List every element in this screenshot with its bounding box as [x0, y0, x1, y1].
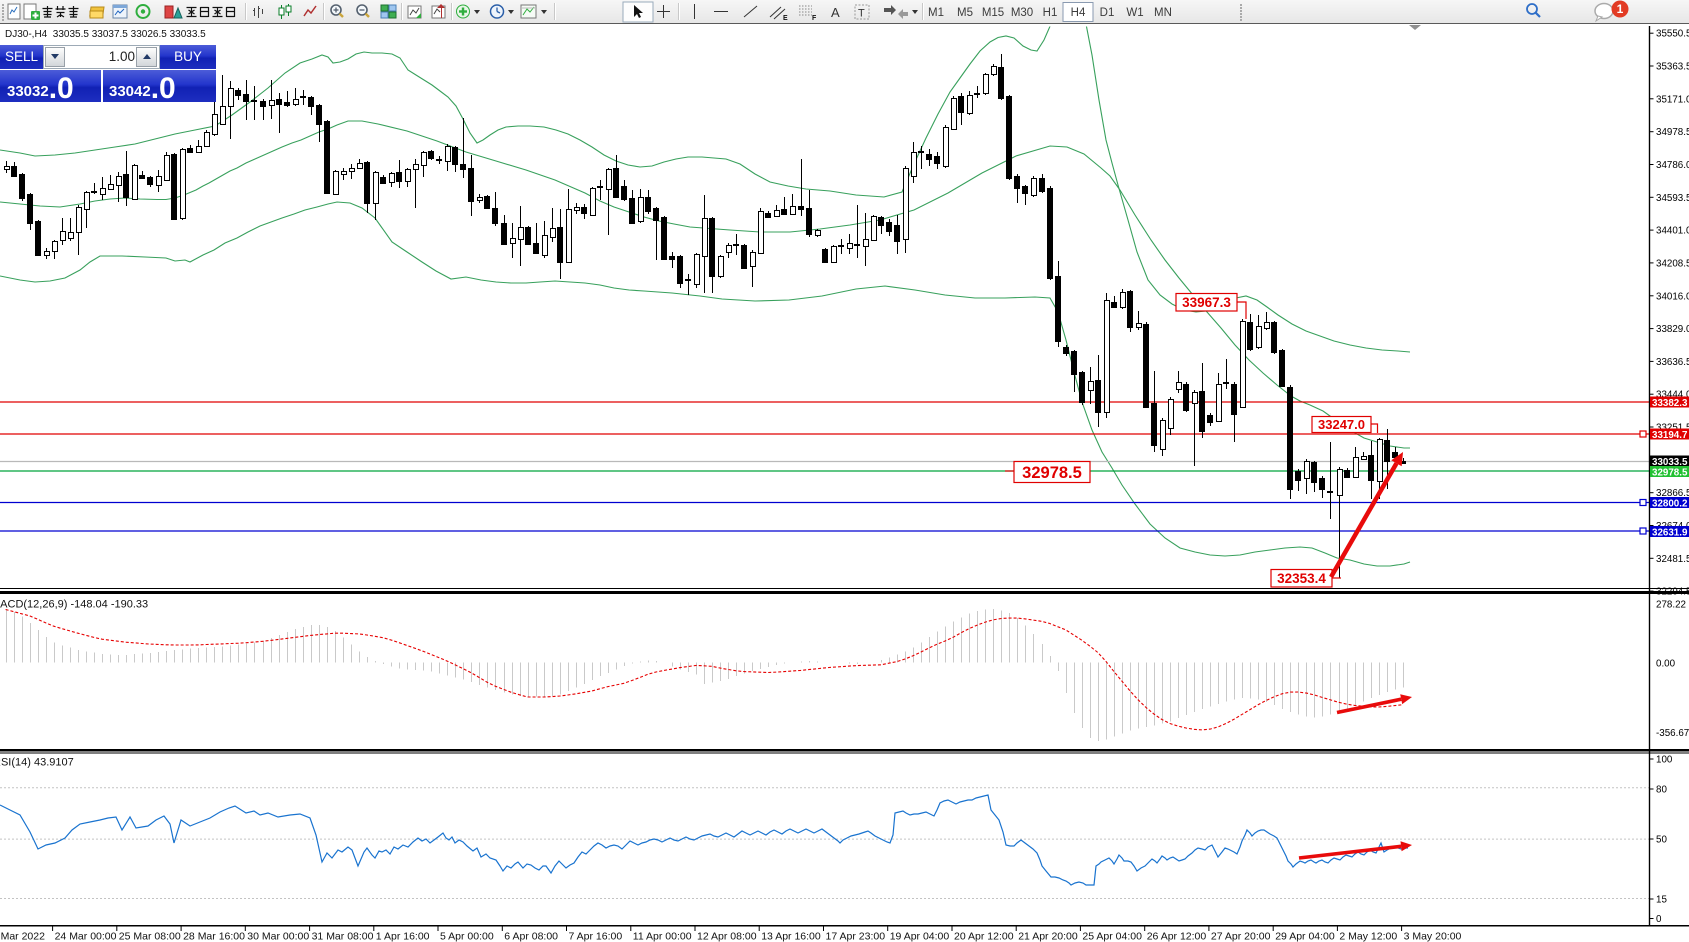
svg-text:32800.2: 32800.2	[1652, 498, 1688, 509]
svg-text:0.00: 0.00	[1656, 659, 1676, 670]
svg-text:21 Apr 20:00: 21 Apr 20:00	[1018, 931, 1078, 942]
svg-text:34593.5: 34593.5	[1656, 193, 1689, 204]
svg-text:12 Apr 08:00: 12 Apr 08:00	[697, 931, 757, 942]
svg-text:6 Apr 08:00: 6 Apr 08:00	[504, 931, 558, 942]
svg-text:2 May 12:00: 2 May 12:00	[1339, 931, 1397, 942]
svg-text:27 Apr 20:00: 27 Apr 20:00	[1211, 931, 1271, 942]
svg-text:20 Apr 12:00: 20 Apr 12:00	[954, 931, 1014, 942]
svg-text:32866.5: 32866.5	[1656, 488, 1689, 499]
svg-text:29 Apr 04:00: 29 Apr 04:00	[1275, 931, 1335, 942]
svg-text:W1: W1	[1126, 7, 1143, 19]
svg-text:RSI(14) 43.9107: RSI(14) 43.9107	[0, 757, 74, 769]
svg-text:34786.0: 34786.0	[1656, 160, 1689, 171]
svg-text:24 Mar 00:00: 24 Mar 00:00	[55, 931, 117, 942]
svg-text:278.22: 278.22	[1656, 600, 1686, 611]
svg-text:33444.0: 33444.0	[1656, 390, 1689, 401]
svg-text:M30: M30	[1011, 7, 1033, 19]
svg-text:D1: D1	[1100, 7, 1115, 19]
svg-text:11 Apr 00:00: 11 Apr 00:00	[633, 931, 692, 942]
svg-text:0: 0	[1656, 914, 1662, 925]
svg-text:33382.3: 33382.3	[1652, 398, 1688, 409]
svg-text:1 Apr 16:00: 1 Apr 16:00	[376, 931, 430, 942]
svg-text:34401.0: 34401.0	[1656, 226, 1689, 237]
svg-text:33829.0: 33829.0	[1656, 324, 1689, 335]
svg-text:1: 1	[1617, 2, 1624, 16]
svg-text:33967.3: 33967.3	[1182, 295, 1231, 310]
svg-text:MACD(12,26,9) -148.04 -190.33: MACD(12,26,9) -148.04 -190.33	[0, 599, 148, 611]
svg-text:23 Mar 2022: 23 Mar 2022	[0, 931, 45, 942]
svg-text:80: 80	[1656, 785, 1667, 796]
svg-text:32978.5: 32978.5	[1022, 464, 1082, 482]
svg-text:100: 100	[1656, 755, 1673, 766]
svg-text:33251.5: 33251.5	[1656, 423, 1689, 434]
svg-text:-356.67: -356.67	[1656, 728, 1689, 739]
svg-text:7 Apr 16:00: 7 Apr 16:00	[569, 931, 623, 942]
svg-text:33247.0: 33247.0	[1318, 417, 1365, 432]
svg-text:26 Apr 12:00: 26 Apr 12:00	[1147, 931, 1207, 942]
svg-text:25 Apr 04:00: 25 Apr 04:00	[1082, 931, 1142, 942]
svg-text:T: T	[858, 8, 865, 20]
svg-text:32978.5: 32978.5	[1652, 467, 1688, 478]
svg-text:17 Apr 23:00: 17 Apr 23:00	[826, 931, 886, 942]
svg-text:32294.5: 32294.5	[1656, 587, 1689, 598]
svg-text:M1: M1	[928, 7, 944, 19]
svg-text:H1: H1	[1043, 7, 1058, 19]
svg-text:30 Mar 00:00: 30 Mar 00:00	[247, 931, 309, 942]
svg-text:35550.5: 35550.5	[1656, 29, 1689, 40]
svg-text:34208.5: 34208.5	[1656, 258, 1689, 269]
svg-text:33033.5: 33033.5	[1652, 457, 1688, 468]
svg-text:33636.5: 33636.5	[1656, 357, 1689, 368]
svg-text:H4: H4	[1071, 7, 1086, 19]
svg-text:3 May 20:00: 3 May 20:00	[1404, 931, 1462, 942]
svg-text:15: 15	[1656, 895, 1667, 906]
svg-text:19 Apr 04:00: 19 Apr 04:00	[890, 931, 950, 942]
svg-text:32481.5: 32481.5	[1656, 554, 1689, 565]
svg-text:F: F	[812, 15, 817, 22]
svg-text:34978.5: 34978.5	[1656, 127, 1689, 138]
svg-text:M15: M15	[982, 7, 1004, 19]
svg-text:M5: M5	[957, 7, 973, 19]
svg-text:35171.0: 35171.0	[1656, 94, 1689, 105]
svg-text:31 Mar 08:00: 31 Mar 08:00	[312, 931, 374, 942]
svg-text:A: A	[831, 5, 840, 20]
svg-text:32631.9: 32631.9	[1652, 527, 1688, 538]
svg-text:34016.0: 34016.0	[1656, 291, 1689, 302]
svg-text:50: 50	[1656, 835, 1667, 846]
svg-text:5 Apr 00:00: 5 Apr 00:00	[440, 931, 494, 942]
svg-text:25 Mar 08:00: 25 Mar 08:00	[119, 931, 181, 942]
svg-text:28 Mar 16:00: 28 Mar 16:00	[183, 931, 245, 942]
svg-text:33194.7: 33194.7	[1652, 430, 1688, 441]
svg-text:E: E	[783, 15, 788, 22]
svg-text:MN: MN	[1154, 7, 1172, 19]
svg-text:13 Apr 16:00: 13 Apr 16:00	[761, 931, 821, 942]
svg-text:35363.5: 35363.5	[1656, 62, 1689, 73]
svg-text:32353.4: 32353.4	[1277, 571, 1326, 586]
